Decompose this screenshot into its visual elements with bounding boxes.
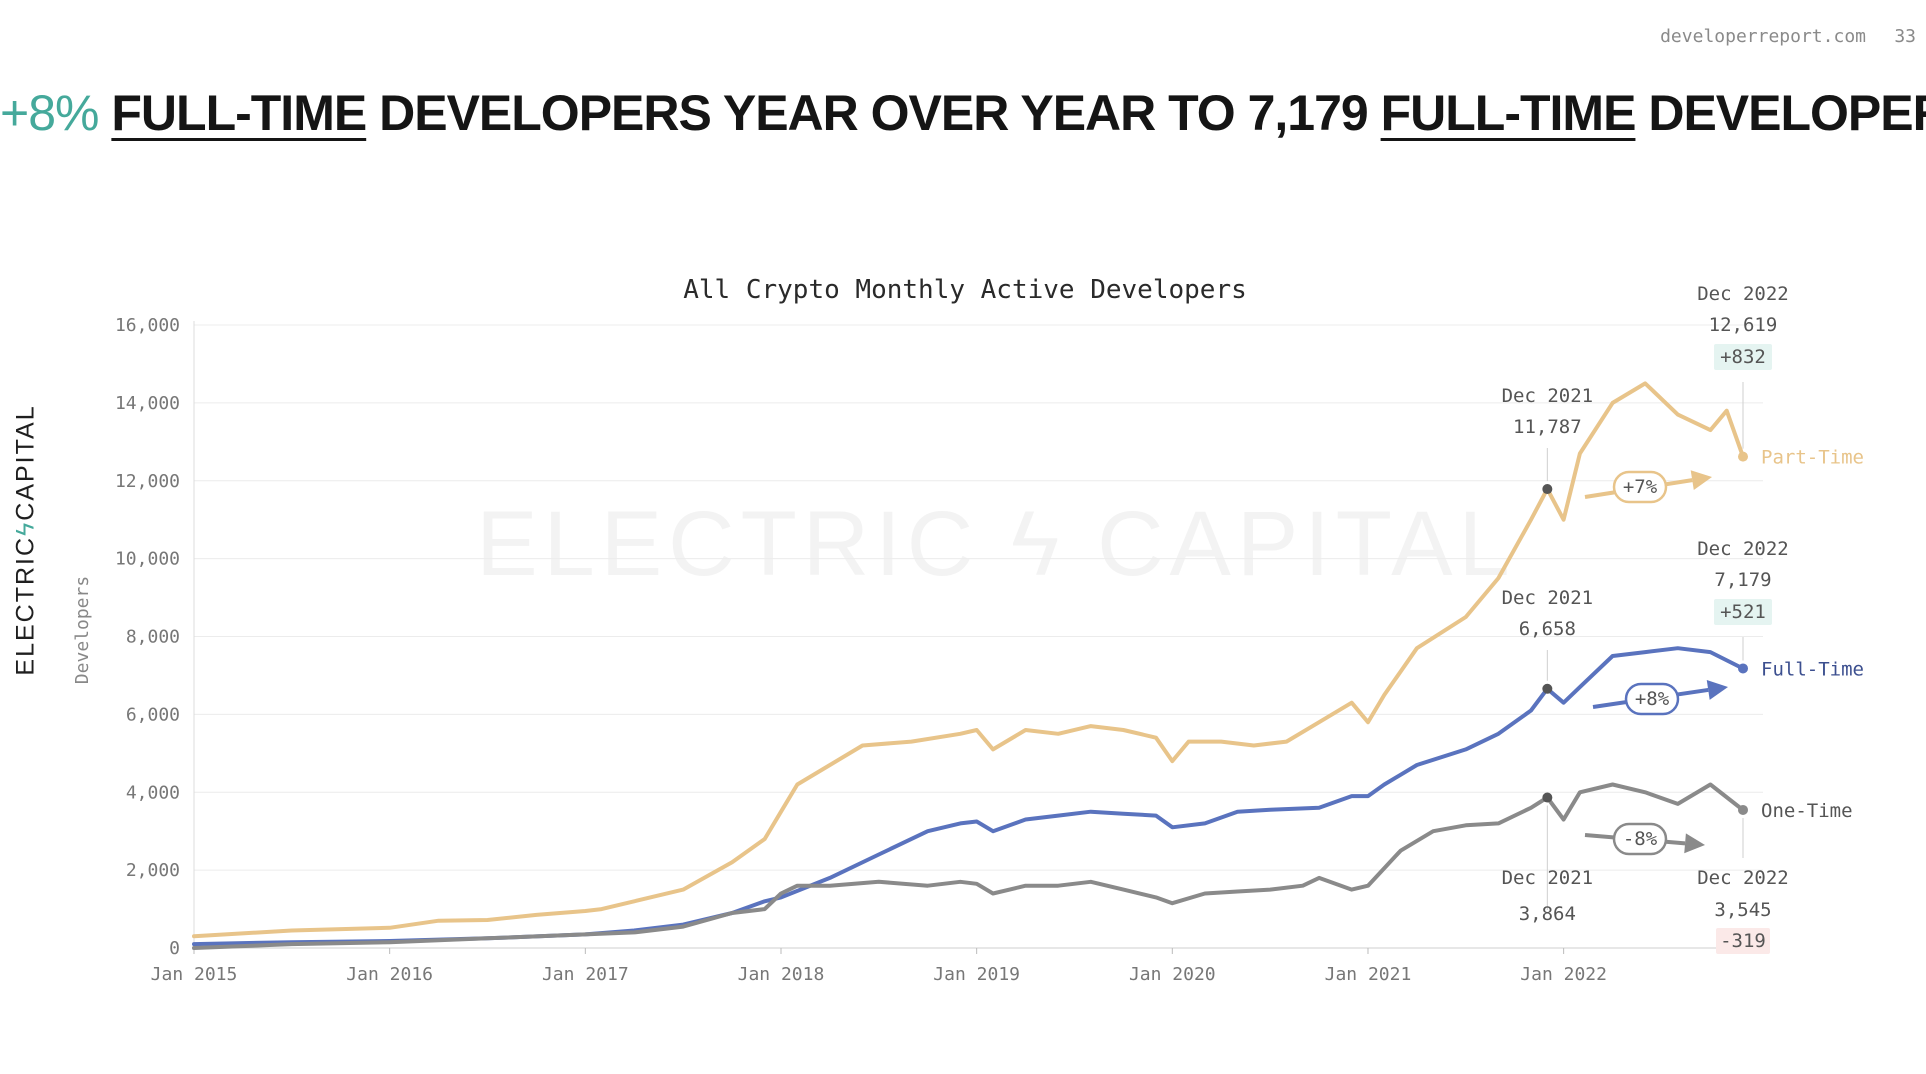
full-time-dec-2022-value: 7,179 bbox=[1714, 569, 1771, 591]
one-time-change-value: -319 bbox=[1720, 930, 1766, 952]
one-time-change-badge bbox=[1716, 928, 1770, 954]
one-time-dec-2021-label: Dec 2021 bbox=[1502, 867, 1594, 889]
chart-title: All Crypto Monthly Active Developers bbox=[683, 275, 1247, 305]
one-time-arrow-head bbox=[1684, 833, 1705, 854]
full-time-change-value: +521 bbox=[1720, 601, 1766, 623]
full-time-dec-2021-value: 6,658 bbox=[1519, 618, 1576, 640]
one-time-dec-2021-value: 3,864 bbox=[1519, 903, 1576, 925]
full-time-dec-2022-marker bbox=[1738, 663, 1748, 674]
headline-full-time-2: FULL-TIME bbox=[1380, 85, 1637, 141]
x-tick-label: Jan 2020 bbox=[1129, 964, 1216, 985]
part-time-pct-pill bbox=[1612, 470, 1668, 504]
x-tick-label: Jan 2018 bbox=[738, 964, 825, 985]
y-axis-label: Developers bbox=[72, 576, 93, 684]
y-tick-label: 8,000 bbox=[126, 627, 180, 648]
site-url: developerreport.com bbox=[1660, 26, 1866, 47]
one-time-dec-2022-label: Dec 2022 bbox=[1697, 867, 1789, 889]
y-tick-label: 14,000 bbox=[115, 393, 180, 414]
one-time-dec-2021-marker bbox=[1542, 792, 1553, 803]
full-time-pct-change: +8% bbox=[1635, 688, 1670, 710]
full-time-dec-2022-label: Dec 2022 bbox=[1697, 538, 1789, 560]
y-tick-label: 10,000 bbox=[115, 549, 180, 570]
y-tick-label: 0 bbox=[169, 938, 180, 959]
part-time-dec-2021-marker bbox=[1542, 484, 1553, 495]
part-time-pct-change: +7% bbox=[1623, 476, 1658, 498]
part-time-arrow-head bbox=[1690, 470, 1712, 490]
part-time-dec-2022-marker bbox=[1738, 451, 1748, 462]
one-time-dec-2022-value: 3,545 bbox=[1714, 899, 1771, 921]
part-time-change-value: +832 bbox=[1720, 346, 1766, 368]
part-time-dec-2022-value: 12,619 bbox=[1709, 314, 1778, 336]
x-tick-label: Jan 2015 bbox=[151, 964, 238, 985]
part-time-series-label: Part-Time bbox=[1761, 447, 1864, 469]
full-time-dec-2021-label: Dec 2021 bbox=[1502, 587, 1594, 609]
one-time-pct-change: -8% bbox=[1623, 828, 1658, 850]
y-tick-label: 4,000 bbox=[126, 782, 180, 803]
full-time-pct-pill bbox=[1624, 682, 1680, 716]
headline-percent: +8% bbox=[0, 85, 99, 141]
x-tick-label: Jan 2019 bbox=[933, 964, 1020, 985]
x-tick-label: Jan 2021 bbox=[1325, 964, 1412, 985]
full-time-series-line bbox=[192, 646, 1745, 947]
part-time-series-line bbox=[192, 381, 1745, 939]
part-time-dec-2022-label: Dec 2022 bbox=[1697, 283, 1789, 305]
full-time-arrow-head bbox=[1706, 680, 1728, 700]
one-time-pct-pill bbox=[1612, 822, 1668, 856]
one-time-series-label: One-Time bbox=[1761, 800, 1853, 822]
part-time-dec-2021-label: Dec 2021 bbox=[1502, 385, 1594, 407]
headline-full-time-1: FULL-TIME bbox=[111, 85, 367, 141]
full-time-series-label: Full-Time bbox=[1761, 658, 1864, 680]
watermark: ELECTRIC ϟ CAPITAL bbox=[476, 493, 1515, 595]
x-tick-label: Jan 2016 bbox=[346, 964, 433, 985]
y-tick-label: 16,000 bbox=[115, 315, 180, 336]
x-tick-label: Jan 2017 bbox=[542, 964, 629, 985]
headline-middle: DEVELOPERS YEAR OVER YEAR TO 7,179 bbox=[379, 85, 1369, 141]
part-time-change-badge bbox=[1714, 344, 1772, 370]
y-tick-label: 2,000 bbox=[126, 860, 180, 881]
full-time-change-badge bbox=[1714, 599, 1772, 625]
one-time-dec-2022-marker bbox=[1738, 804, 1748, 815]
part-time-dec-2021-value: 11,787 bbox=[1513, 416, 1582, 438]
page-title: +8% FULL-TIME DEVELOPERS YEAR OVER YEAR … bbox=[0, 84, 1926, 142]
page-number: 33 bbox=[1894, 26, 1916, 47]
headline-end: DEVELOPERS bbox=[1648, 85, 1926, 141]
y-tick-label: 6,000 bbox=[126, 704, 180, 725]
full-time-dec-2021-marker bbox=[1542, 683, 1553, 694]
y-tick-label: 12,000 bbox=[115, 471, 180, 492]
x-tick-label: Jan 2022 bbox=[1520, 964, 1607, 985]
